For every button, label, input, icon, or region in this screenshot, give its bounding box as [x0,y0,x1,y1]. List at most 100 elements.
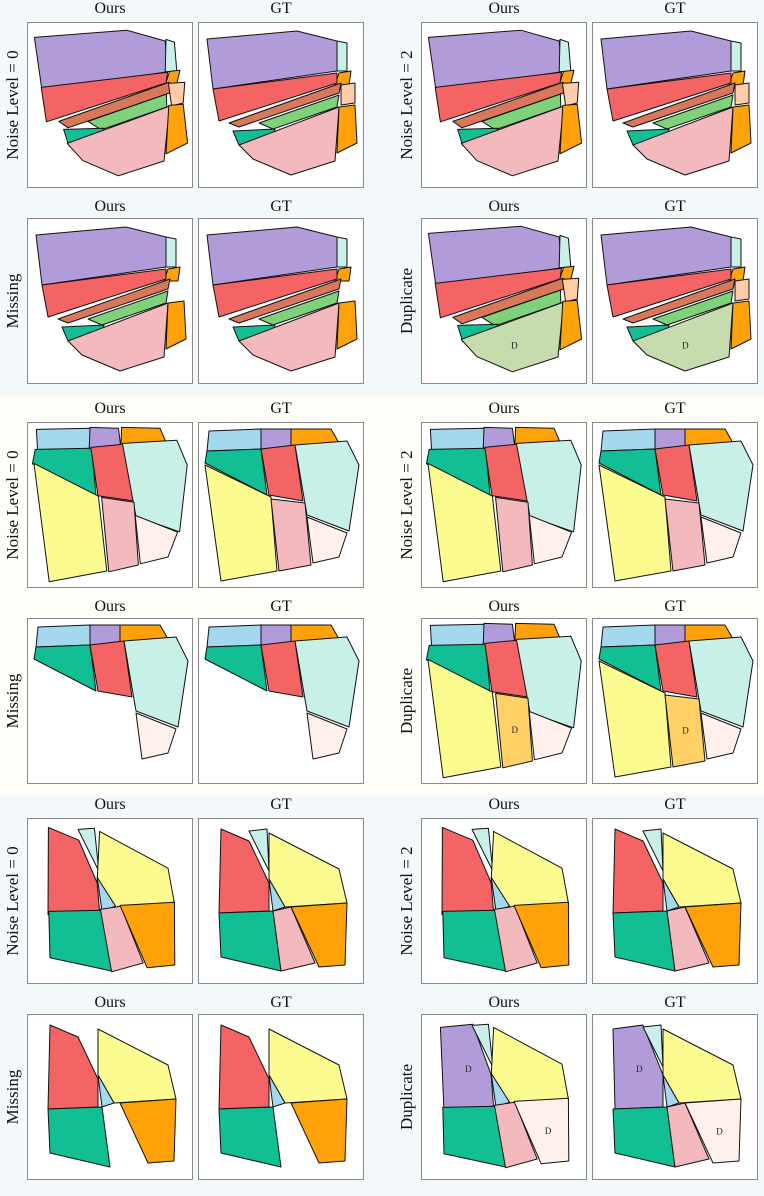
piece-pink [238,302,340,372]
col-label-gt: GT [664,598,686,615]
piece-cream [134,514,179,565]
piece-yellow [97,1028,177,1104]
panel-ours-duplicate: D [421,218,587,384]
piece-cyan_light [294,636,360,728]
panel-gt-noise2 [592,22,758,188]
col-label-ours: Ours [488,198,520,215]
piece-pink [493,905,538,973]
piece-teal [612,910,676,972]
piece-brown_red [622,82,736,128]
piece-pink [493,1101,538,1169]
piece-sage [632,302,734,372]
duplicate-marker: D [465,1064,472,1074]
col-label-ours: Ours [94,0,126,17]
piece-cream [700,712,742,760]
piece-red [612,828,664,914]
piece-cyan_light [642,1024,664,1068]
duplicate-marker: D [636,1064,643,1074]
col-label-gt: GT [270,796,292,813]
piece-cyan_light [730,40,742,72]
piece-cyan_light [165,236,177,268]
piece-teal [47,1106,111,1168]
col-label-ours: Ours [488,994,520,1011]
panel-gt-missing [198,618,364,784]
piece-orange [684,902,742,968]
piece-cyan_light [558,38,572,73]
piece-peach [734,82,750,106]
panel-ours-duplicate: D [421,618,587,784]
piece-sky [662,1074,680,1108]
piece-cyan_light [730,236,742,268]
piece-orange [559,103,583,155]
piece-red [606,268,732,318]
piece-yellow [427,462,502,583]
piece-orange [290,902,348,968]
row-label-noise0: Noise Level = 0 [3,50,22,160]
piece-brown_red [57,278,171,324]
panel-gt-missing [198,1014,364,1180]
duplicate-marker: D [511,725,518,735]
piece-purple [612,1024,664,1110]
piece-yellow [268,832,348,908]
piece-peach [561,277,580,303]
piece-red [212,268,338,318]
piece-teal [218,1106,282,1168]
piece-cream [528,514,573,565]
piece-yellow [662,1028,742,1104]
piece-orange [165,103,189,155]
piece-cream [306,712,348,760]
row-label-noise2: Noise Level = 2 [397,50,416,160]
col-label-gt: GT [664,796,686,813]
row-label-duplicate: Duplicate [397,267,416,335]
panel-gt-missing [198,218,364,384]
col-label-ours: Ours [94,598,126,615]
piece-purple [439,1023,495,1112]
piece-red [606,72,732,122]
piece-orange [559,299,583,351]
piece-red [441,826,495,916]
piece-orange [290,1098,348,1164]
piece-pink [664,498,706,572]
piece-orange [119,1098,177,1164]
panel-ours-missing [27,218,193,384]
piece-sage [460,301,565,373]
col-label-ours: Ours [488,796,520,813]
piece-pink [238,106,340,176]
piece-red [260,444,304,502]
piece-pink [460,105,565,177]
piece-cream [700,516,742,564]
piece-red [218,828,270,914]
piece-teal [218,910,282,972]
panel-gt-noise2 [592,422,758,588]
piece-orange [513,901,570,969]
piece-red [260,640,304,698]
panel-gt-duplicate: D [592,218,758,384]
piece-cream [513,1097,570,1165]
piece-brown_red [228,278,342,324]
piece-pink [99,905,144,973]
piece-orange [336,104,358,154]
panel-ours-missing [27,618,193,784]
row-label-missing: Missing [3,673,22,729]
col-label-gt: GT [664,198,686,215]
piece-green_light [258,290,340,326]
piece-cream [306,516,348,564]
piece-brown_red [622,278,736,324]
piece-sky [662,878,680,912]
piece-yellow [427,658,502,779]
piece-pink [101,496,139,573]
piece-brown_red [228,82,342,128]
piece-cyan_light [471,1023,494,1068]
piece-yellow [662,832,742,908]
piece-yellow [33,462,108,583]
panel-ours-noise0 [27,422,193,588]
duplicate-marker: D [682,340,689,350]
piece-cyan_light [248,828,270,872]
col-label-gt: GT [664,400,686,417]
piece-orange [165,300,187,350]
panel-gt-noise0 [198,22,364,188]
piece-orange [730,104,752,154]
piece-pink [272,906,316,972]
piece-red [47,826,101,916]
panel-gt-duplicate: D [592,618,758,784]
